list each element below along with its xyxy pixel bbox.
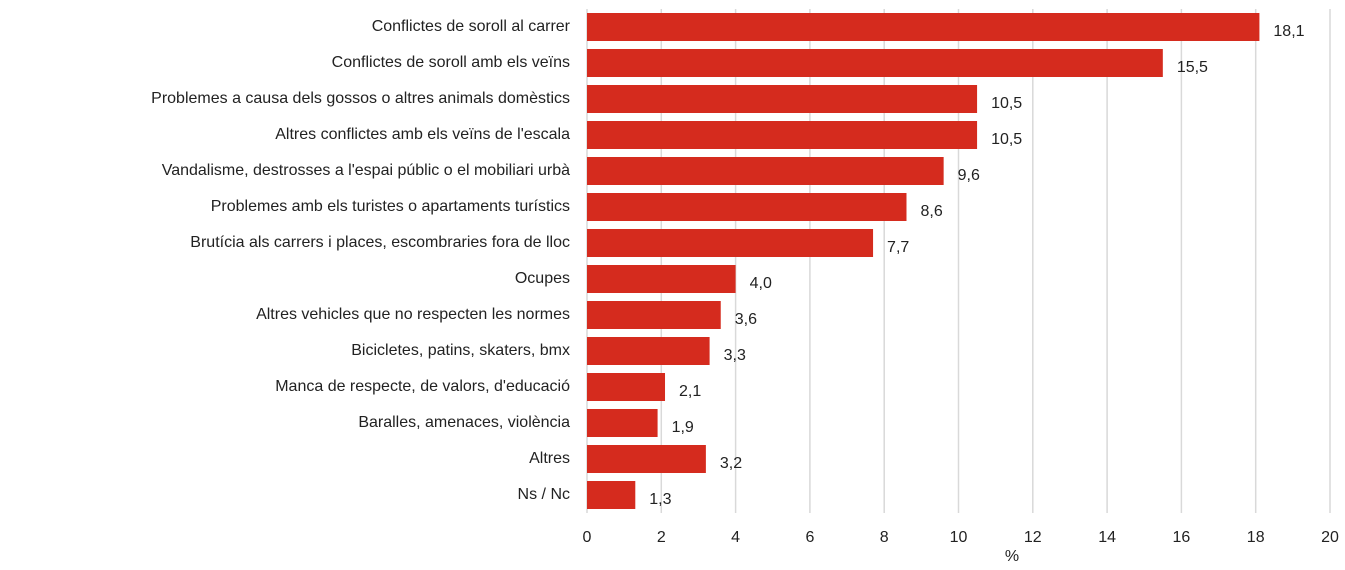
y-tick-label: Altres conflictes amb els veïns de l'esc…	[275, 126, 570, 143]
bar	[587, 301, 721, 329]
value-label: 3,2	[720, 455, 742, 472]
y-tick-label: Problemes a causa dels gossos o altres a…	[151, 90, 570, 107]
bar	[587, 373, 666, 401]
value-label: 4,0	[750, 275, 772, 292]
bar	[587, 229, 874, 257]
y-tick-label: Problemes amb els turistes o apartaments…	[211, 198, 570, 215]
bar	[587, 85, 978, 113]
x-tick-label: 10	[950, 529, 968, 546]
x-tick-label: 20	[1321, 529, 1339, 546]
value-label: 15,5	[1177, 59, 1208, 76]
y-tick-label: Altres	[529, 450, 570, 467]
value-label: 9,6	[958, 167, 980, 184]
value-label: 1,3	[649, 491, 671, 508]
y-tick-label: Bicicletes, patins, skaters, bmx	[351, 342, 570, 359]
x-tick-label: 14	[1098, 529, 1116, 546]
y-tick-label: Altres vehicles que no respecten les nor…	[256, 306, 570, 323]
bar	[587, 265, 736, 293]
x-tick-label: 6	[805, 529, 814, 546]
value-label: 3,6	[735, 311, 757, 328]
bar	[587, 445, 706, 473]
bar	[587, 49, 1163, 77]
y-tick-label: Ns / Nc	[518, 486, 570, 503]
x-tick-label: 2	[657, 529, 666, 546]
bar	[587, 337, 710, 365]
x-tick-label: 16	[1173, 529, 1191, 546]
value-label: 3,3	[724, 347, 746, 364]
bar	[587, 13, 1260, 41]
value-label: 1,9	[672, 419, 694, 436]
value-label: 2,1	[679, 383, 701, 400]
y-tick-label: Baralles, amenaces, violència	[358, 414, 570, 431]
y-tick-label: Vandalisme, destrosses a l'espai públic …	[162, 162, 570, 179]
bar	[587, 157, 944, 185]
bar	[587, 481, 636, 509]
x-tick-label: 8	[880, 529, 889, 546]
value-label: 10,5	[991, 95, 1022, 112]
y-tick-label: Brutícia als carrers i places, escombrar…	[190, 234, 570, 251]
x-tick-label: 18	[1247, 529, 1265, 546]
y-tick-label: Manca de respecte, de valors, d'educació	[275, 378, 570, 395]
value-label: 7,7	[887, 239, 909, 256]
bar	[587, 409, 658, 437]
x-tick-label: 0	[583, 529, 592, 546]
x-tick-label: 12	[1024, 529, 1042, 546]
value-label: 8,6	[920, 203, 942, 220]
value-label: 10,5	[991, 131, 1022, 148]
bar	[587, 193, 907, 221]
y-tick-label: Conflictes de soroll al carrer	[372, 18, 571, 35]
y-tick-label: Ocupes	[515, 270, 570, 287]
bar	[587, 121, 978, 149]
x-axis-label: %	[1005, 548, 1019, 565]
y-tick-label: Conflictes de soroll amb els veïns	[332, 54, 570, 71]
value-label: 18,1	[1273, 23, 1304, 40]
x-tick-label: 4	[731, 529, 740, 546]
